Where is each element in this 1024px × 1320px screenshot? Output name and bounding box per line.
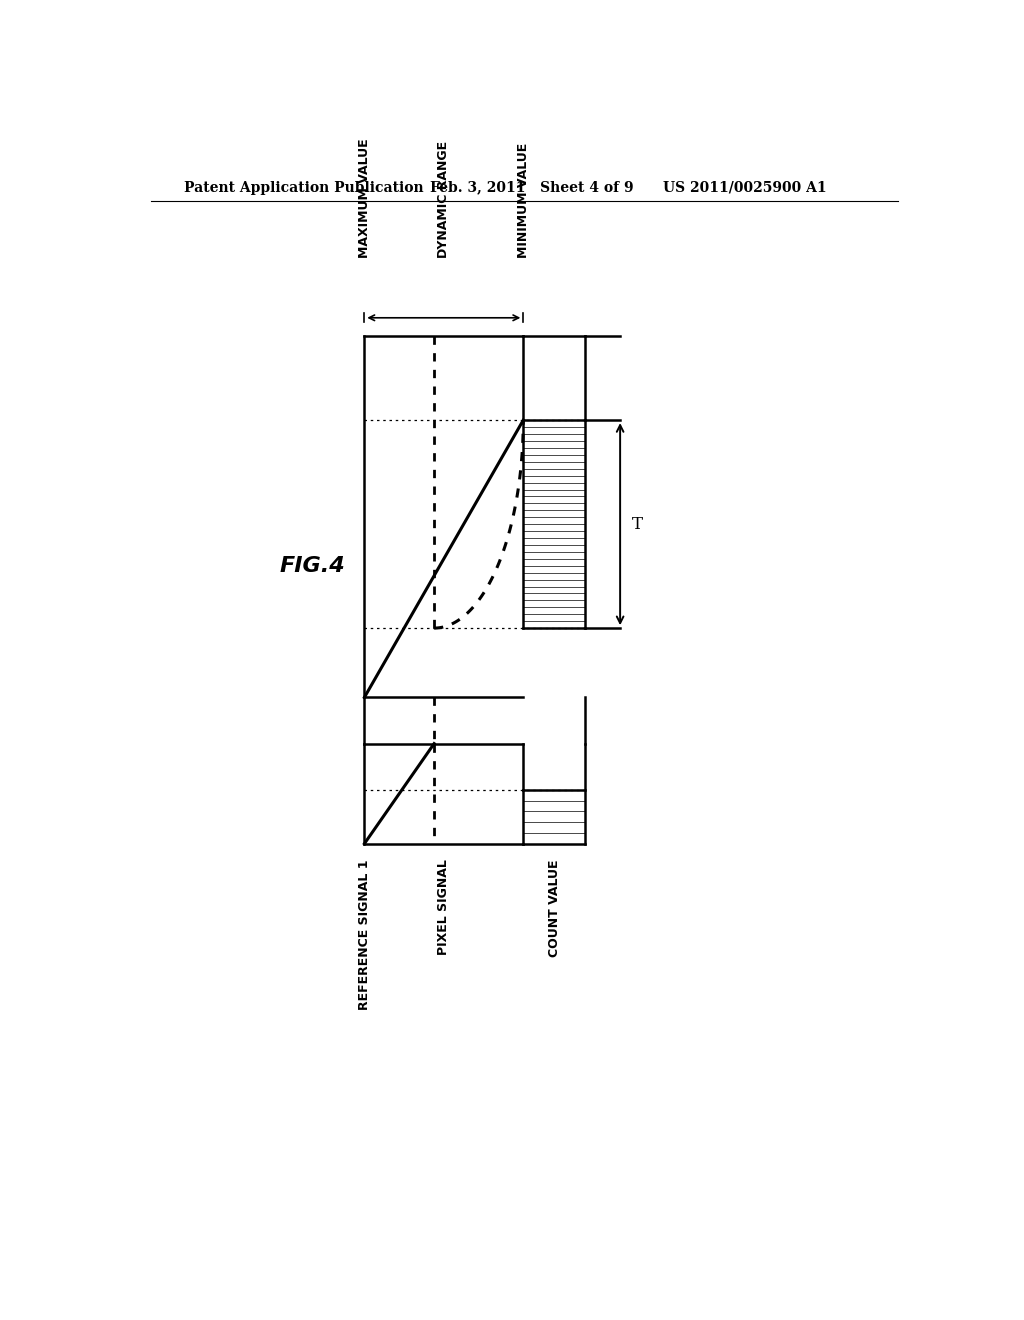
Text: FIG.4: FIG.4 <box>280 557 345 577</box>
Text: COUNT VALUE: COUNT VALUE <box>548 859 561 957</box>
Text: Feb. 3, 2011   Sheet 4 of 9: Feb. 3, 2011 Sheet 4 of 9 <box>430 181 634 194</box>
Text: DYNAMIC RANGE: DYNAMIC RANGE <box>437 141 451 259</box>
Text: Patent Application Publication: Patent Application Publication <box>183 181 424 194</box>
Text: PIXEL SIGNAL: PIXEL SIGNAL <box>437 859 450 954</box>
Text: MINIMUM VALUE: MINIMUM VALUE <box>517 144 529 259</box>
Text: US 2011/0025900 A1: US 2011/0025900 A1 <box>663 181 826 194</box>
Text: REFERENCE SIGNAL 1: REFERENCE SIGNAL 1 <box>357 859 371 1010</box>
Text: T: T <box>632 516 643 533</box>
Text: MAXIMUM VALUE: MAXIMUM VALUE <box>357 139 371 259</box>
